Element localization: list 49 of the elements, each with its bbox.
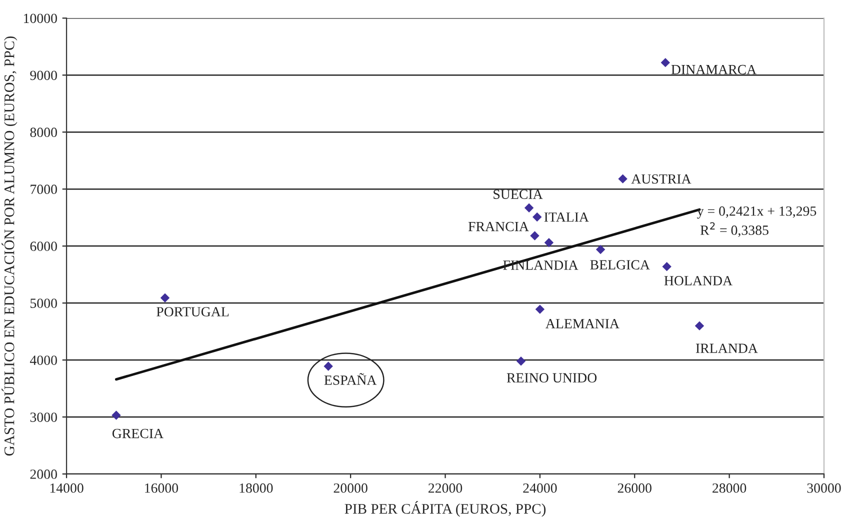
point: [160, 293, 170, 303]
point: [524, 203, 534, 212]
point: [324, 362, 333, 371]
annotation: IRLANDA: [696, 344, 758, 353]
point: [596, 244, 606, 254]
annotation: AUSTRIA: [631, 174, 692, 184]
annotation: HOLANDA: [664, 276, 732, 286]
y-tick-label: 10000: [24, 14, 57, 24]
point: [530, 231, 540, 240]
point: [516, 356, 526, 366]
y-tick-label: 2000: [30, 470, 57, 479]
x-tick-label: 16000: [145, 483, 178, 493]
y-tick-label: 9000: [30, 70, 57, 80]
annotation: ESPAÑA: [324, 373, 377, 385]
x-tick-label: 24000: [523, 483, 557, 493]
point: [694, 321, 704, 330]
annotation: DINAMARCA: [671, 64, 757, 74]
x-tick-label: 20000: [334, 483, 368, 493]
x-tick-label: 26000: [618, 483, 652, 493]
annotation: BELGICA: [590, 260, 650, 270]
point: [112, 410, 121, 420]
x-tick-label: 14000: [50, 483, 84, 493]
annotation: ITALIA: [544, 212, 589, 222]
x-axis-title: PIB PER CÁPITA (EUROS, PPC): [344, 501, 546, 517]
annotation: ALEMANIA: [546, 319, 620, 328]
point: [544, 238, 554, 248]
annotation: SUECIA: [494, 190, 543, 199]
y-tick-label: 8000: [30, 128, 57, 138]
annotation: GRECIA: [112, 428, 164, 438]
annotation: R$^{2}$ = 0,3385: [700, 222, 768, 237]
annotation: FRANCIA: [468, 222, 529, 232]
point: [662, 262, 672, 272]
x-tick-label: 18000: [240, 483, 273, 493]
x-tick-label: 30000: [807, 483, 841, 493]
annotation: y = 0,2421x + 13,295: [697, 206, 816, 219]
point: [618, 174, 628, 184]
point: [535, 304, 545, 314]
x-tick-label: 28000: [712, 483, 746, 493]
y-tick-label: 5000: [30, 298, 57, 308]
annotation: REINO UNIDO: [506, 373, 597, 383]
point: [660, 58, 670, 68]
annotation: PORTUGAL: [156, 307, 229, 316]
x-tick-label: 22000: [428, 483, 462, 493]
point: [532, 212, 542, 222]
y-tick-label: 4000: [30, 356, 57, 365]
y-tick-label: 7000: [30, 184, 57, 194]
y-axis-title: GASTO PÚBLICO EN EDUCACIÓN POR ALUMNO (EUROS, PPC): [2, 36, 18, 456]
y-tick-label: 3000: [30, 412, 57, 422]
y-tick-label: 6000: [30, 242, 57, 252]
